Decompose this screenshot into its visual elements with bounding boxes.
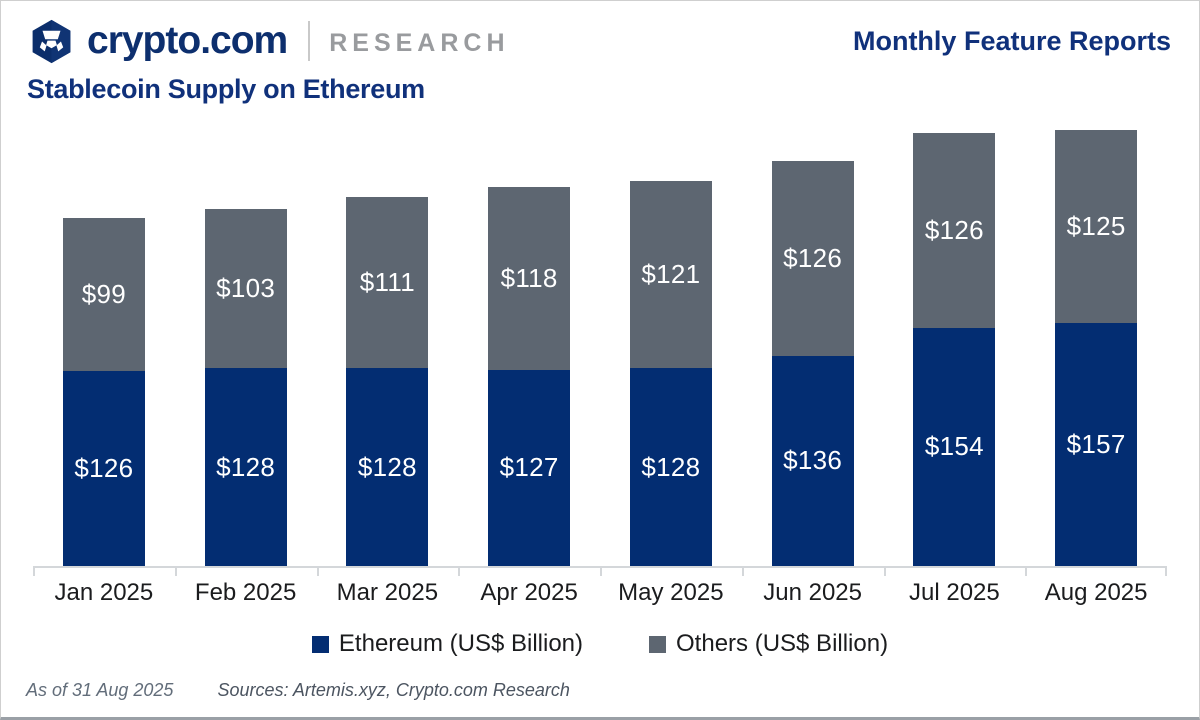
x-axis-label: Aug 2025 (1025, 579, 1167, 607)
legend-swatch (311, 635, 329, 653)
header-divider (308, 21, 311, 61)
x-axis-label: Mar 2025 (317, 579, 459, 607)
x-axis-label: Feb 2025 (175, 579, 317, 607)
legend-swatch (649, 635, 667, 653)
bar-segment-others: $103 (204, 208, 287, 369)
axis-tick (1165, 566, 1167, 576)
x-axis-label-text: Feb 2025 (194, 579, 297, 606)
brand-wordmark: crypto.com (87, 19, 288, 62)
chart-legend: Ethereum (US$ Billion) Others (US$ Billio… (1, 618, 1199, 670)
x-axis-label-text: Mar 2025 (336, 579, 439, 606)
axis-tick (741, 566, 744, 576)
x-axis-label-text: May 2025 (618, 579, 724, 606)
x-axis-label: Jun 2025 (742, 579, 884, 607)
stacked-bar: $126 $136 (771, 160, 854, 566)
chart-title: Stablecoin Supply on Ethereum (27, 73, 425, 104)
stacked-bar: $126 $154 (913, 133, 996, 566)
axis-tick (600, 566, 602, 576)
bar-value-label: $118 (500, 263, 558, 293)
axis-tick (33, 566, 35, 576)
bar-segment-ethereum: $136 (771, 355, 854, 566)
x-axis-label-text: Jul 2025 (909, 579, 1000, 606)
axis-tick (316, 566, 319, 576)
bar-segment-ethereum: $128 (629, 368, 712, 566)
bar-slot: $125 $157 (1025, 130, 1167, 566)
bar-value-label: $111 (359, 266, 415, 297)
x-axis-label-text: Apr 2025 (480, 579, 578, 606)
bar-slot: $111 $128 (317, 196, 459, 566)
bar-slot: $99 $126 (33, 218, 175, 566)
bar-value-label: $128 (216, 451, 276, 482)
bar-value-label: $128 (357, 451, 417, 482)
x-axis-label-text: Jan 2025 (54, 579, 154, 606)
legend-label: Ethereum (US$ Billion) (338, 630, 584, 657)
bar-value-label: $121 (641, 259, 701, 290)
header: crypto.com RESEARCH Monthly Feature Repo… (1, 1, 1199, 67)
x-axis-label-text: Jun 2025 (763, 579, 862, 606)
bar-segment-others: $126 (913, 133, 996, 328)
legend-item: Others (US$ Billion) (649, 630, 888, 658)
x-axis-label: May 2025 (600, 579, 742, 607)
x-axis-label: Apr 2025 (458, 579, 600, 607)
stacked-bar: $118 $127 (488, 187, 571, 566)
bar-slot: $126 $136 (742, 160, 884, 566)
axis-ticks (33, 566, 1167, 576)
axis-tick (1025, 566, 1028, 576)
bar-value-label: $154 (924, 431, 984, 462)
bar-segment-others: $111 (346, 196, 429, 369)
bar-segment-ethereum: $157 (1055, 323, 1138, 566)
report-series-label: Monthly Feature Reports (852, 25, 1171, 56)
stacked-bar: $99 $126 (62, 218, 145, 566)
bar-slot: $126 $154 (884, 133, 1026, 566)
bar-value-label: $128 (641, 451, 701, 482)
x-axis-label: Jul 2025 (884, 579, 1026, 607)
legend-label: Others (US$ Billion) (676, 630, 889, 657)
bar-value-label: $126 (924, 215, 984, 245)
crypto-com-logo-icon (29, 19, 74, 64)
stacked-bar: $121 $128 (629, 181, 712, 566)
stacked-bar: $125 $157 (1055, 130, 1138, 566)
bar-slot: $103 $128 (175, 208, 317, 566)
bar-value-label: $157 (1066, 429, 1126, 460)
axis-tick (174, 566, 177, 576)
bar-segment-ethereum: $126 (62, 371, 145, 566)
bar-segment-others: $99 (62, 218, 145, 372)
bar-slot: $118 $127 (458, 187, 600, 566)
bar-segment-others: $125 (1055, 130, 1138, 324)
x-axis-label-text: Aug 2025 (1044, 579, 1148, 606)
bar-value-label: $126 (783, 242, 843, 273)
bar-segment-others: $118 (488, 187, 571, 370)
bar-value-label: $125 (1066, 211, 1126, 242)
bar-segment-ethereum: $128 (204, 368, 287, 566)
as-of-date: As of 31 Aug 2025 (26, 680, 174, 700)
brand-research-label: RESEARCH (329, 28, 510, 57)
x-axis: Jan 2025 Feb 2025 Mar 2025 Apr 2025 May 2025… (33, 566, 1167, 618)
plot-area: $99 $126 $103 $128 $111 $128 $118 $127 $121 $128 $… (33, 111, 1167, 568)
bar-segment-ethereum: $127 (488, 369, 571, 566)
stacked-bar: $103 $128 (204, 208, 287, 566)
bar-segment-others: $126 (771, 160, 854, 356)
bar-value-label: $99 (81, 279, 127, 310)
sources-note: Sources: Artemis.xyz, Crypto.com Researc… (217, 680, 570, 700)
bar-value-label: $127 (499, 452, 559, 483)
stacked-bar: $111 $128 (346, 196, 429, 566)
bar-segment-ethereum: $154 (913, 327, 996, 566)
bar-segment-ethereum: $128 (346, 368, 429, 566)
bar-value-label: $103 (216, 273, 276, 304)
axis-tick (458, 566, 461, 576)
legend-item: Ethereum (US$ Billion) (311, 630, 584, 658)
bar-value-label: $126 (74, 453, 134, 484)
bar-value-label: $136 (783, 445, 843, 476)
title-row: Stablecoin Supply on Ethereum (1, 67, 1199, 111)
x-axis-label: Jan 2025 (33, 579, 175, 607)
bar-segment-others: $121 (629, 181, 712, 369)
bar-slot: $121 $128 (600, 181, 742, 566)
axis-tick (883, 566, 886, 576)
footer: As of 31 Aug 2025 Sources: Artemis.xyz, … (1, 680, 1199, 717)
